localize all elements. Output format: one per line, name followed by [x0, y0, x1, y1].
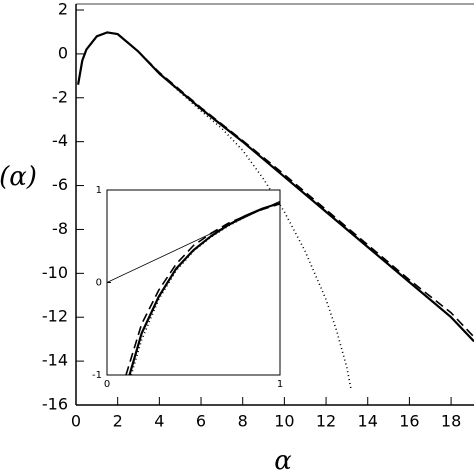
x-tick-label: 4 [154, 412, 164, 431]
y-tick-label: -10 [42, 263, 68, 282]
x-tick-label: 14 [358, 412, 378, 431]
x-tick-label: 0 [104, 379, 110, 390]
y-tick-label: -14 [42, 351, 68, 370]
line-series [77, 31, 352, 390]
line-series [77, 31, 474, 338]
x-tick-label: 12 [316, 412, 336, 431]
y-tick-label: -12 [42, 307, 68, 326]
y-tick-label: -2 [52, 87, 68, 106]
x-tick-label: 1 [277, 379, 283, 390]
y-tick-label: -4 [52, 131, 68, 150]
y-tick-label: 1 [96, 185, 102, 196]
x-tick-label: 16 [399, 412, 419, 431]
y-tick-label: 0 [58, 43, 68, 62]
x-axis-label: α [274, 446, 292, 474]
x-tick-label: 18 [441, 412, 461, 431]
x-tick-label: 0 [71, 412, 81, 431]
inset-frame [106, 189, 281, 376]
y-tick-label: 0 [96, 278, 102, 289]
x-tick-label: 10 [274, 412, 294, 431]
y-tick-label: 2 [58, 0, 68, 19]
x-tick-label: 8 [238, 412, 248, 431]
x-tick-label: 2 [113, 412, 123, 431]
line-series [130, 202, 281, 376]
x-tick-label: 6 [196, 412, 206, 431]
y-tick-label: -1 [92, 370, 102, 381]
y-tick-label: -8 [52, 219, 68, 238]
y-axis-label: (α) [0, 162, 37, 192]
y-tick-label: -6 [52, 175, 68, 194]
y-tick-label: -16 [42, 395, 68, 414]
